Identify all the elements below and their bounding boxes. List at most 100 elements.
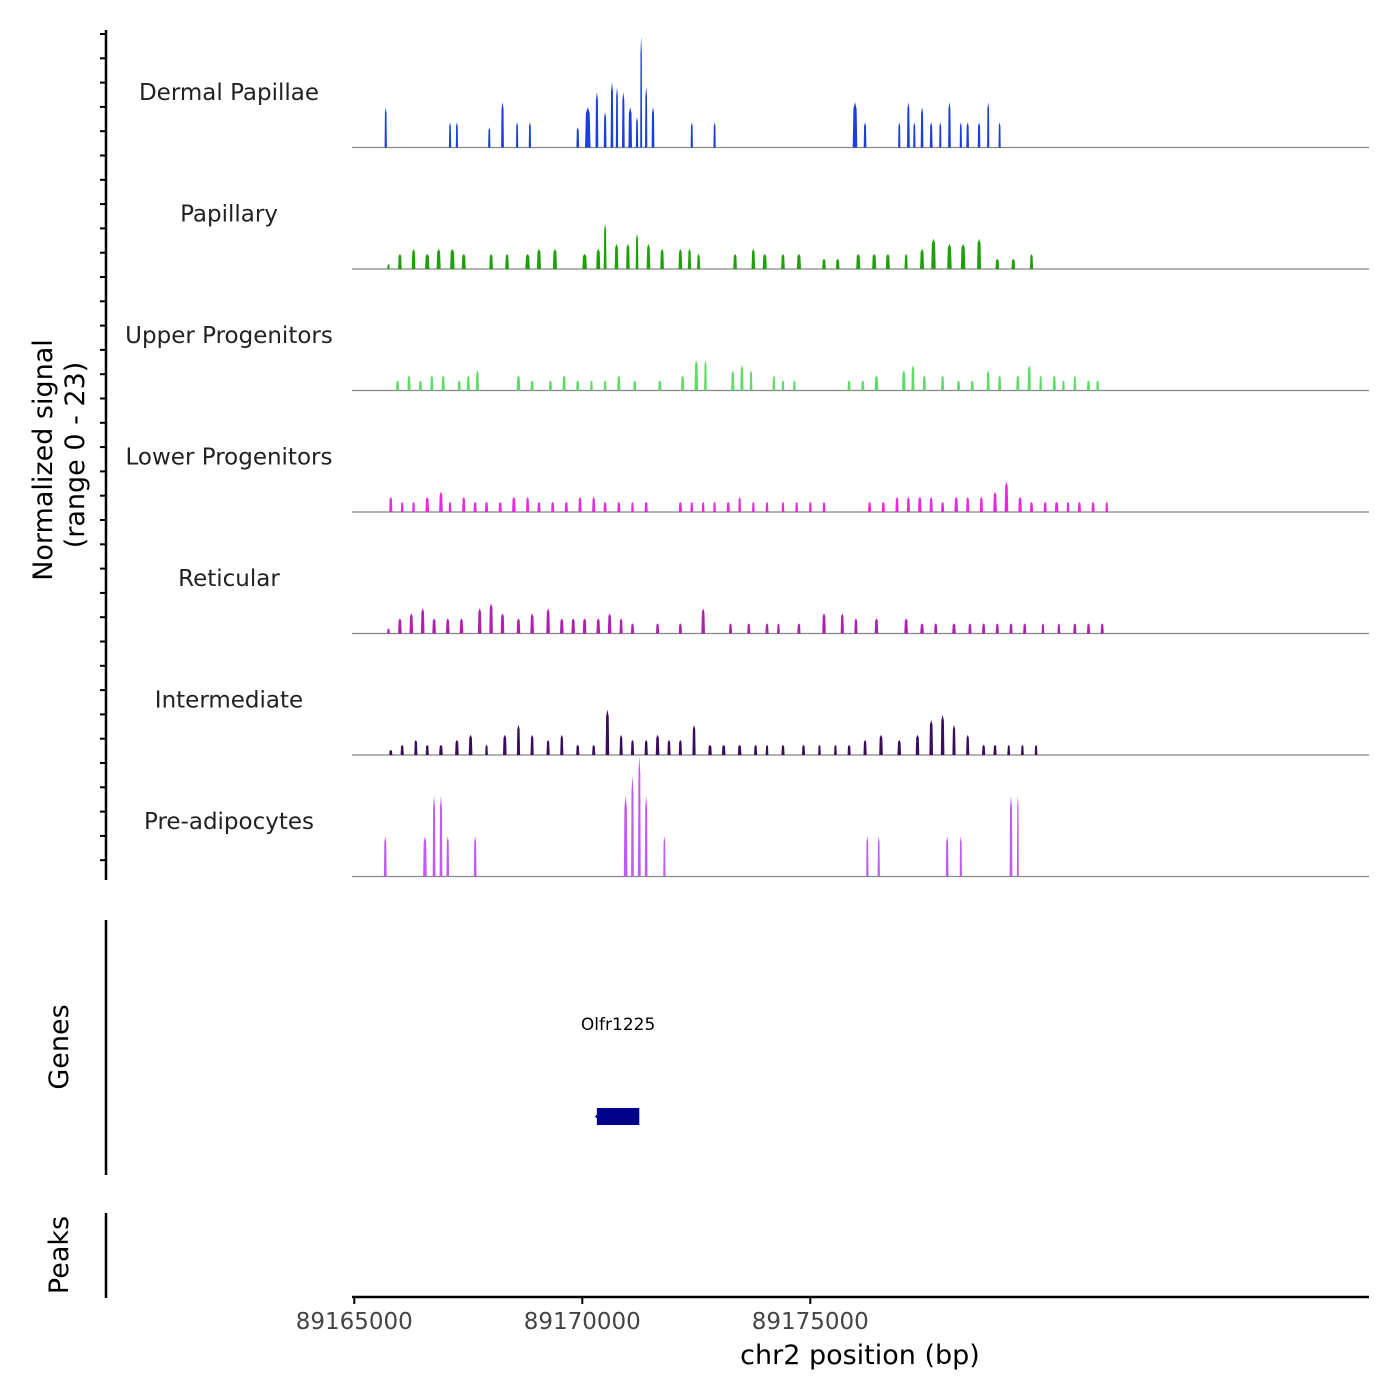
signal-peak	[644, 739, 648, 755]
track-label: Intermediate	[155, 688, 303, 714]
signal-peak	[603, 501, 607, 512]
signal-peak	[809, 501, 812, 512]
signal-peak	[615, 87, 619, 148]
signal-peak	[398, 618, 402, 634]
track-upper-progenitors: Upper Progenitors	[125, 323, 1369, 392]
signal-peak	[633, 380, 637, 391]
signal-peak	[631, 775, 634, 877]
signal-peak	[432, 618, 436, 634]
signal-peak	[835, 258, 840, 269]
y-axis-label-line1: Normalized signal	[28, 339, 59, 581]
signal-peak	[1077, 501, 1081, 512]
signal-peak	[576, 127, 580, 148]
genes-track-label: Genes	[44, 1004, 75, 1089]
signal-peak	[1062, 380, 1065, 391]
signal-peak	[960, 243, 966, 269]
signal-peak	[582, 253, 587, 269]
signal-peak	[1073, 623, 1077, 634]
signal-peak	[582, 618, 587, 634]
signal-peak	[635, 233, 639, 269]
signal-peak	[548, 380, 552, 391]
signal-peak	[501, 102, 504, 148]
signal-peak	[619, 734, 623, 755]
gene-strand-arrow	[594, 1112, 600, 1121]
signal-peak	[645, 87, 648, 148]
signal-peak	[721, 744, 726, 755]
signal-peak	[986, 370, 990, 391]
signal-peak	[959, 122, 962, 148]
signal-peak	[822, 501, 826, 512]
signal-peak	[1096, 380, 1099, 391]
signal-peak	[751, 248, 756, 269]
signal-peak	[396, 380, 400, 391]
signal-peak	[439, 744, 443, 755]
signal-peak	[462, 496, 466, 512]
signal-peak	[852, 102, 858, 148]
signal-peak	[1054, 501, 1059, 512]
signal-peak	[993, 491, 997, 512]
signal-peak	[617, 375, 621, 391]
track-pre-adipocytes: Pre-adipocytes	[144, 755, 1369, 878]
signal-peak	[959, 836, 962, 877]
signal-peak	[516, 724, 521, 755]
signal-peak	[656, 623, 660, 634]
signal-peak	[998, 375, 1002, 391]
signal-peak	[781, 253, 785, 269]
signal-peak	[929, 496, 933, 512]
signal-peak	[552, 248, 557, 269]
signal-peak	[455, 739, 459, 755]
signal-peak	[979, 496, 983, 512]
signal-peak	[526, 496, 530, 512]
signal-peak	[945, 836, 949, 877]
signal-peak	[737, 744, 742, 755]
signal-peak	[516, 375, 521, 391]
signal-peak	[797, 623, 801, 634]
signal-peak	[1018, 496, 1022, 512]
signal-peak	[571, 618, 575, 634]
signal-peak	[781, 380, 785, 391]
signal-peak	[1086, 380, 1091, 391]
signal-peak	[461, 253, 466, 269]
signal-peak	[383, 836, 387, 877]
signal-peak	[400, 744, 404, 755]
peaks-track-label: Peaks	[44, 1216, 75, 1294]
signal-peak	[954, 496, 959, 512]
track-label: Pre-adipocytes	[144, 809, 314, 835]
signal-peak	[1021, 744, 1024, 755]
signal-peak	[489, 603, 493, 634]
signal-peak	[704, 360, 707, 391]
signal-peak	[966, 122, 969, 148]
signal-peak	[752, 501, 755, 512]
signal-peak	[1039, 375, 1042, 391]
coverage-y-ticks	[100, 33, 106, 862]
signal-peak	[610, 81, 614, 148]
gene-body	[596, 1108, 640, 1125]
signal-peak	[530, 734, 534, 755]
signal-peak	[934, 623, 938, 634]
signal-peak	[697, 253, 701, 269]
signal-peak	[400, 501, 404, 512]
signal-peak	[455, 122, 458, 148]
signal-peak	[592, 496, 596, 512]
signal-peak	[546, 608, 550, 634]
signal-peak	[834, 744, 837, 755]
signal-peak	[635, 117, 639, 148]
signal-peak	[596, 248, 601, 269]
signal-peak	[801, 744, 806, 755]
signal-peak	[749, 370, 753, 391]
track-dermal-papillae: Dermal Papillae	[139, 36, 1369, 149]
signal-peak	[488, 127, 491, 148]
signal-peak	[911, 365, 915, 391]
signal-peak	[623, 795, 628, 877]
coverage-y-axis	[100, 30, 108, 880]
signal-peak	[920, 248, 925, 269]
signal-peak	[781, 501, 785, 512]
signal-peak	[384, 107, 387, 148]
signal-peak	[902, 370, 906, 391]
signal-peak	[1023, 623, 1027, 634]
signal-peak	[822, 613, 826, 634]
signal-peak	[713, 501, 716, 512]
signal-peak	[576, 380, 580, 391]
signal-peak	[895, 496, 899, 512]
